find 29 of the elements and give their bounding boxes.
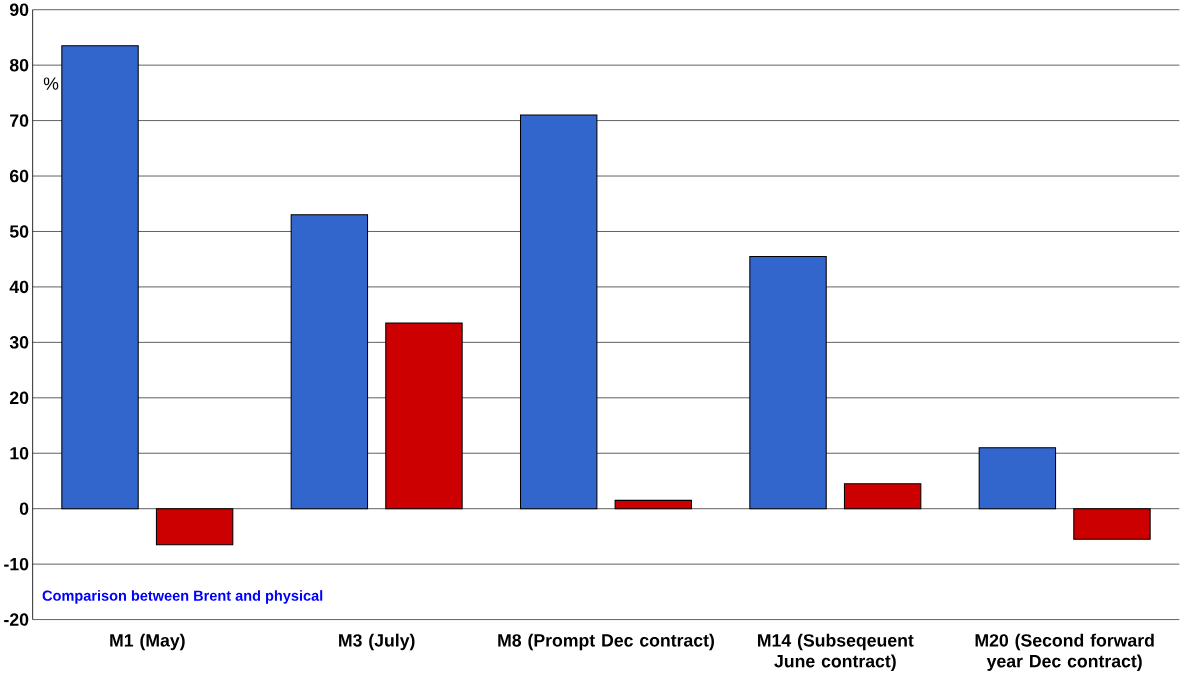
y-tick-label: 90 [9,3,29,16]
bar [1073,508,1151,540]
bar [61,45,139,510]
x-tick-label: M8 (Prompt Dec contract) [498,633,714,650]
bar [519,114,598,510]
bar [843,483,922,510]
x-tick-label: M20 (Second forward year Dec contract) [975,633,1154,671]
bar [978,447,1057,510]
x-tick-label: M3 (July) [339,633,415,650]
bar [749,255,827,510]
y-tick-label: 10 [10,446,29,460]
y-tick-label: 60 [9,169,29,183]
y-axis-title: % [43,77,59,90]
bar [290,214,369,510]
bar [385,322,463,510]
y-tick-label: -20 [4,613,29,626]
y-tick-label: 20 [9,391,29,404]
y-tick-label: -10 [4,557,29,571]
x-tick-label: M1 (May) [110,633,185,650]
y-tick-label: 40 [9,280,29,293]
annotation: Comparison between Brent and physical [42,589,323,604]
bar [155,508,234,546]
y-tick-label: 50 [9,225,29,238]
y-tick-label: 0 [19,502,29,515]
y-tick-label: 70 [10,114,29,127]
y-tick-label: 30 [9,335,29,349]
y-tick-label: 80 [9,58,29,72]
x-tick-label: M14 (Subseqeuent June contract) [758,633,914,671]
bar [614,499,692,510]
